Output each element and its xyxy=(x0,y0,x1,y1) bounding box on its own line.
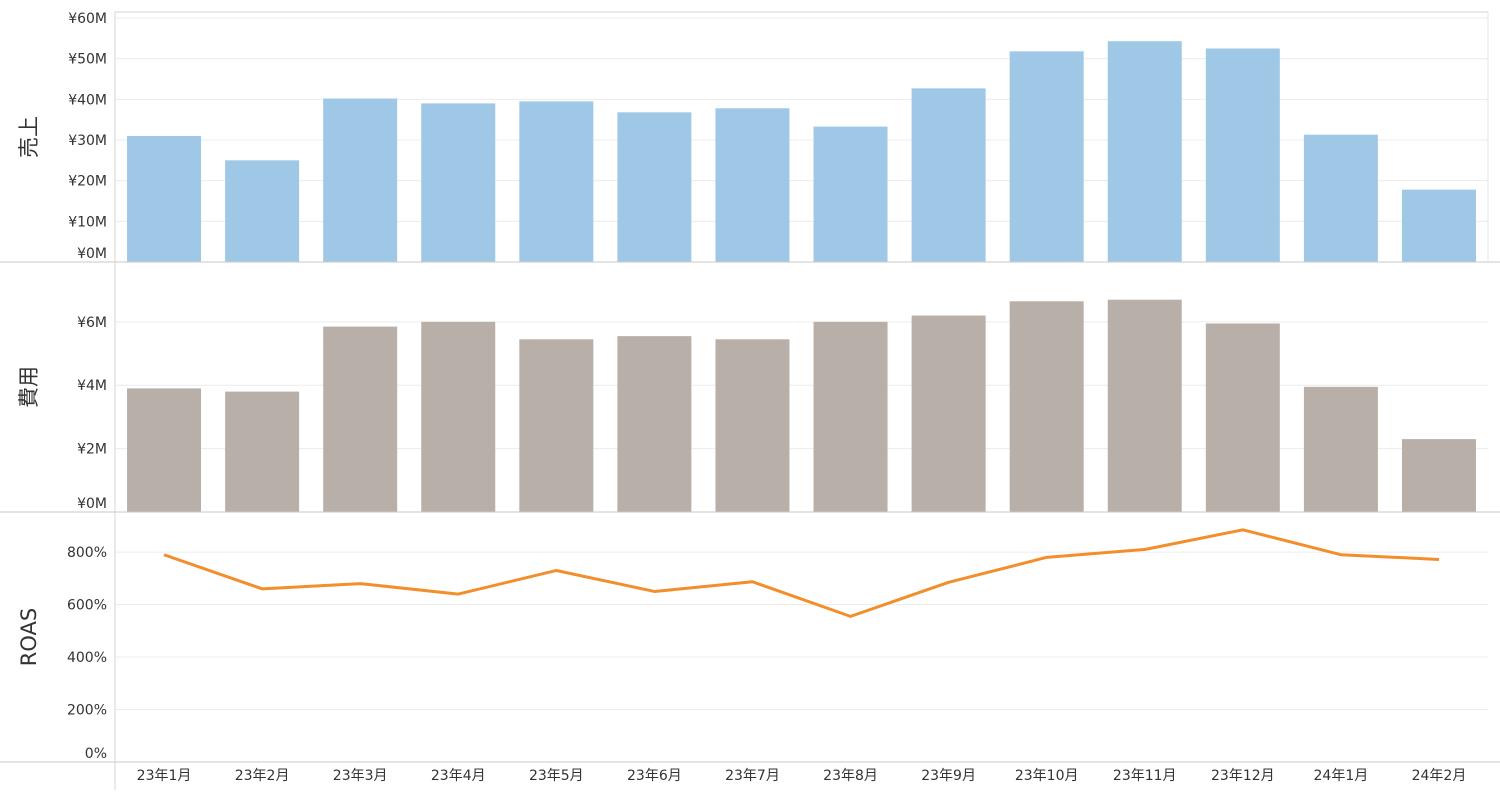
roas-point-2[interactable] xyxy=(258,585,266,593)
roas-point-1[interactable] xyxy=(160,551,168,559)
roas-point-12[interactable] xyxy=(1239,526,1247,534)
roas-point-13[interactable] xyxy=(1337,551,1345,559)
sales-tick-label: ¥0M xyxy=(77,246,107,262)
cost-axis-title: 費用 xyxy=(17,366,41,408)
cost-bar-8[interactable] xyxy=(813,321,888,512)
roas-axis-title: ROAS xyxy=(17,608,41,666)
cost-bar-14[interactable] xyxy=(1401,439,1476,512)
sales-tick-label: ¥40M xyxy=(68,92,107,108)
sales-axis-title: 売上 xyxy=(17,116,41,158)
x-tick-label: 23年11月 xyxy=(1113,768,1177,784)
roas-point-10[interactable] xyxy=(1043,553,1051,561)
sales-tick-label: ¥10M xyxy=(68,214,107,230)
roas-tick-label: 200% xyxy=(67,703,107,719)
cost-bar-11[interactable] xyxy=(1107,299,1182,512)
x-tick-label: 23年1月 xyxy=(137,768,192,784)
sales-bar-12[interactable] xyxy=(1205,48,1280,263)
cost-tick-label: ¥0M xyxy=(77,496,107,512)
x-tick-label: 23年10月 xyxy=(1015,768,1079,784)
cost-tick-label: ¥2M xyxy=(77,442,107,458)
cost-bar-4[interactable] xyxy=(421,321,496,512)
sales-bar-8[interactable] xyxy=(813,126,888,262)
roas-point-14[interactable] xyxy=(1435,555,1443,563)
cost-bar-5[interactable] xyxy=(519,339,594,512)
roas-line[interactable] xyxy=(163,528,1440,618)
roas-point-4[interactable] xyxy=(454,590,462,598)
cost-bar-9[interactable] xyxy=(911,315,986,512)
roas-tick-label: 800% xyxy=(67,545,107,561)
roas-point-3[interactable] xyxy=(356,580,364,588)
cost-bar-3[interactable] xyxy=(323,326,398,512)
sales-tick-label: ¥30M xyxy=(68,133,107,149)
cost-tick-label: ¥4M xyxy=(77,378,107,394)
x-tick-label: 23年12月 xyxy=(1211,768,1275,784)
cost-tick-label: ¥6M xyxy=(77,315,107,331)
sales-bar-13[interactable] xyxy=(1303,134,1378,262)
x-tick-label: 23年9月 xyxy=(921,768,976,784)
sales-bar-5[interactable] xyxy=(519,101,594,262)
roas-point-11[interactable] xyxy=(1141,545,1149,553)
roas-point-9[interactable] xyxy=(945,578,953,586)
cost-bar-13[interactable] xyxy=(1303,386,1378,512)
x-tick-label: 24年1月 xyxy=(1314,768,1369,784)
x-tick-label: 23年7月 xyxy=(725,768,780,784)
sales-bar-11[interactable] xyxy=(1107,41,1182,263)
x-tick-label: 23年3月 xyxy=(333,768,388,784)
x-tick-label: 23年5月 xyxy=(529,768,584,784)
cost-bar-10[interactable] xyxy=(1009,301,1084,512)
x-tick-label: 23年2月 xyxy=(235,768,290,784)
roas-point-8[interactable] xyxy=(847,612,855,620)
sales-bar-3[interactable] xyxy=(323,98,398,263)
sales-bar-6[interactable] xyxy=(617,112,692,262)
sales-bar-2[interactable] xyxy=(225,160,300,262)
sales-bar-7[interactable] xyxy=(715,108,790,262)
roas-point-7[interactable] xyxy=(748,578,756,586)
sales-bar-10[interactable] xyxy=(1009,51,1084,263)
sales-bar-14[interactable] xyxy=(1401,189,1476,262)
sales-bar-1[interactable] xyxy=(127,135,202,262)
x-tick-label: 23年6月 xyxy=(627,768,682,784)
cost-bar-2[interactable] xyxy=(225,391,300,512)
sales-tick-label: ¥60M xyxy=(68,11,107,27)
x-tick-label: 23年8月 xyxy=(823,768,878,784)
roas-tick-label: 0% xyxy=(85,746,107,762)
cost-bar-6[interactable] xyxy=(617,336,692,512)
cost-bar-12[interactable] xyxy=(1205,323,1280,512)
roas-point-5[interactable] xyxy=(552,566,560,574)
roas-point-6[interactable] xyxy=(650,587,658,595)
cost-bar-1[interactable] xyxy=(127,388,202,512)
x-tick-label: 24年2月 xyxy=(1412,768,1467,784)
sales-bar-4[interactable] xyxy=(421,103,496,263)
sales-bar-9[interactable] xyxy=(911,88,986,262)
roas-tick-label: 600% xyxy=(67,598,107,614)
roas-tick-label: 400% xyxy=(67,650,107,666)
sales-tick-label: ¥50M xyxy=(68,52,107,68)
x-tick-label: 23年4月 xyxy=(431,768,486,784)
sales-tick-label: ¥20M xyxy=(68,174,107,190)
cost-bar-7[interactable] xyxy=(715,339,790,512)
